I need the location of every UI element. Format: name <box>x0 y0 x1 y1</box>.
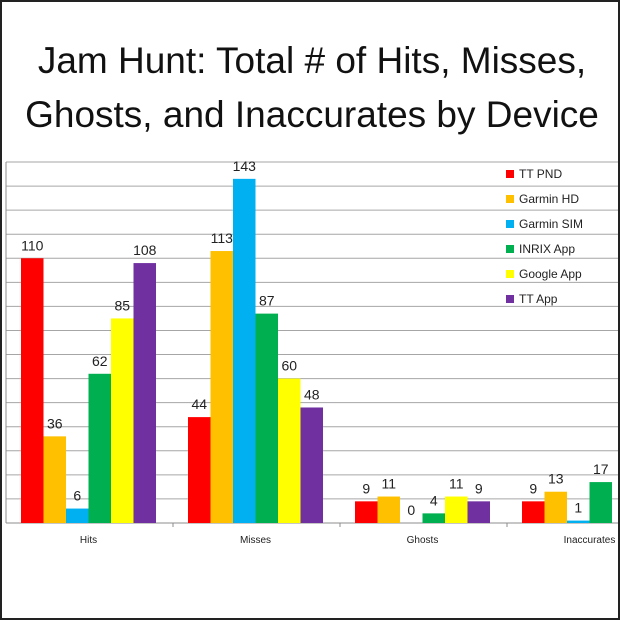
legend-label: Garmin SIM <box>519 217 583 231</box>
bar <box>544 491 567 523</box>
data-label: 87 <box>259 293 275 309</box>
bar <box>522 501 545 523</box>
data-label: 108 <box>133 242 157 258</box>
legend-swatch <box>506 245 514 253</box>
data-label: 13 <box>548 471 564 487</box>
legend-label: Garmin HD <box>519 192 579 206</box>
legend-swatch <box>506 170 514 178</box>
legend-swatch <box>506 195 514 203</box>
legend-label: TT PND <box>519 167 562 181</box>
data-label: 110 <box>21 237 44 253</box>
data-label: 17 <box>593 461 609 477</box>
data-label: 11 <box>381 476 396 492</box>
legend-swatch <box>506 295 514 303</box>
data-label: 9 <box>529 480 537 496</box>
data-label: 11 <box>449 476 464 492</box>
data-label: 44 <box>191 396 207 412</box>
x-tick-label: Hits <box>80 535 97 546</box>
bar <box>21 258 44 523</box>
bar <box>233 178 256 523</box>
legend-swatch <box>506 220 514 228</box>
data-label: 62 <box>92 353 108 369</box>
data-label: 6 <box>73 488 81 504</box>
x-tick-label: Inaccurates <box>564 535 616 546</box>
data-label: 113 <box>211 230 234 246</box>
bar <box>111 318 134 523</box>
x-tick-label: Misses <box>240 535 271 546</box>
bar <box>567 520 590 523</box>
bar <box>133 263 156 523</box>
bar <box>88 373 111 523</box>
chart-title-line-2: Ghosts, and Inaccurates by Device <box>25 94 599 135</box>
legend-swatch <box>506 270 514 278</box>
bar <box>589 482 612 523</box>
legend-label: TT App <box>519 292 558 306</box>
data-label: 0 <box>407 502 415 518</box>
data-label: 60 <box>281 358 297 374</box>
data-label: 9 <box>475 480 483 496</box>
bar <box>445 496 468 523</box>
legend-label: Google App <box>519 267 582 281</box>
bar <box>300 407 323 523</box>
data-label: 4 <box>430 492 438 508</box>
bar <box>188 417 211 523</box>
chart-title: Jam Hunt: Total # of Hits, Misses, Ghost… <box>2 34 618 142</box>
bar <box>255 313 278 523</box>
data-label: 85 <box>114 297 130 313</box>
data-label: 48 <box>304 386 320 402</box>
data-label: 9 <box>362 480 370 496</box>
data-label: 143 <box>233 158 257 174</box>
bar <box>66 508 89 523</box>
legend-label: INRIX App <box>519 242 575 256</box>
bar <box>278 378 301 523</box>
bar <box>377 496 400 523</box>
data-label: 1 <box>574 500 582 516</box>
x-tick-label: Ghosts <box>407 535 439 546</box>
bar <box>43 436 66 523</box>
chart-title-line-1: Jam Hunt: Total # of Hits, Misses, <box>37 40 587 81</box>
data-label: 36 <box>47 415 63 431</box>
bar <box>210 251 233 523</box>
bar <box>422 513 445 523</box>
bar <box>355 501 378 523</box>
bar <box>467 501 490 523</box>
